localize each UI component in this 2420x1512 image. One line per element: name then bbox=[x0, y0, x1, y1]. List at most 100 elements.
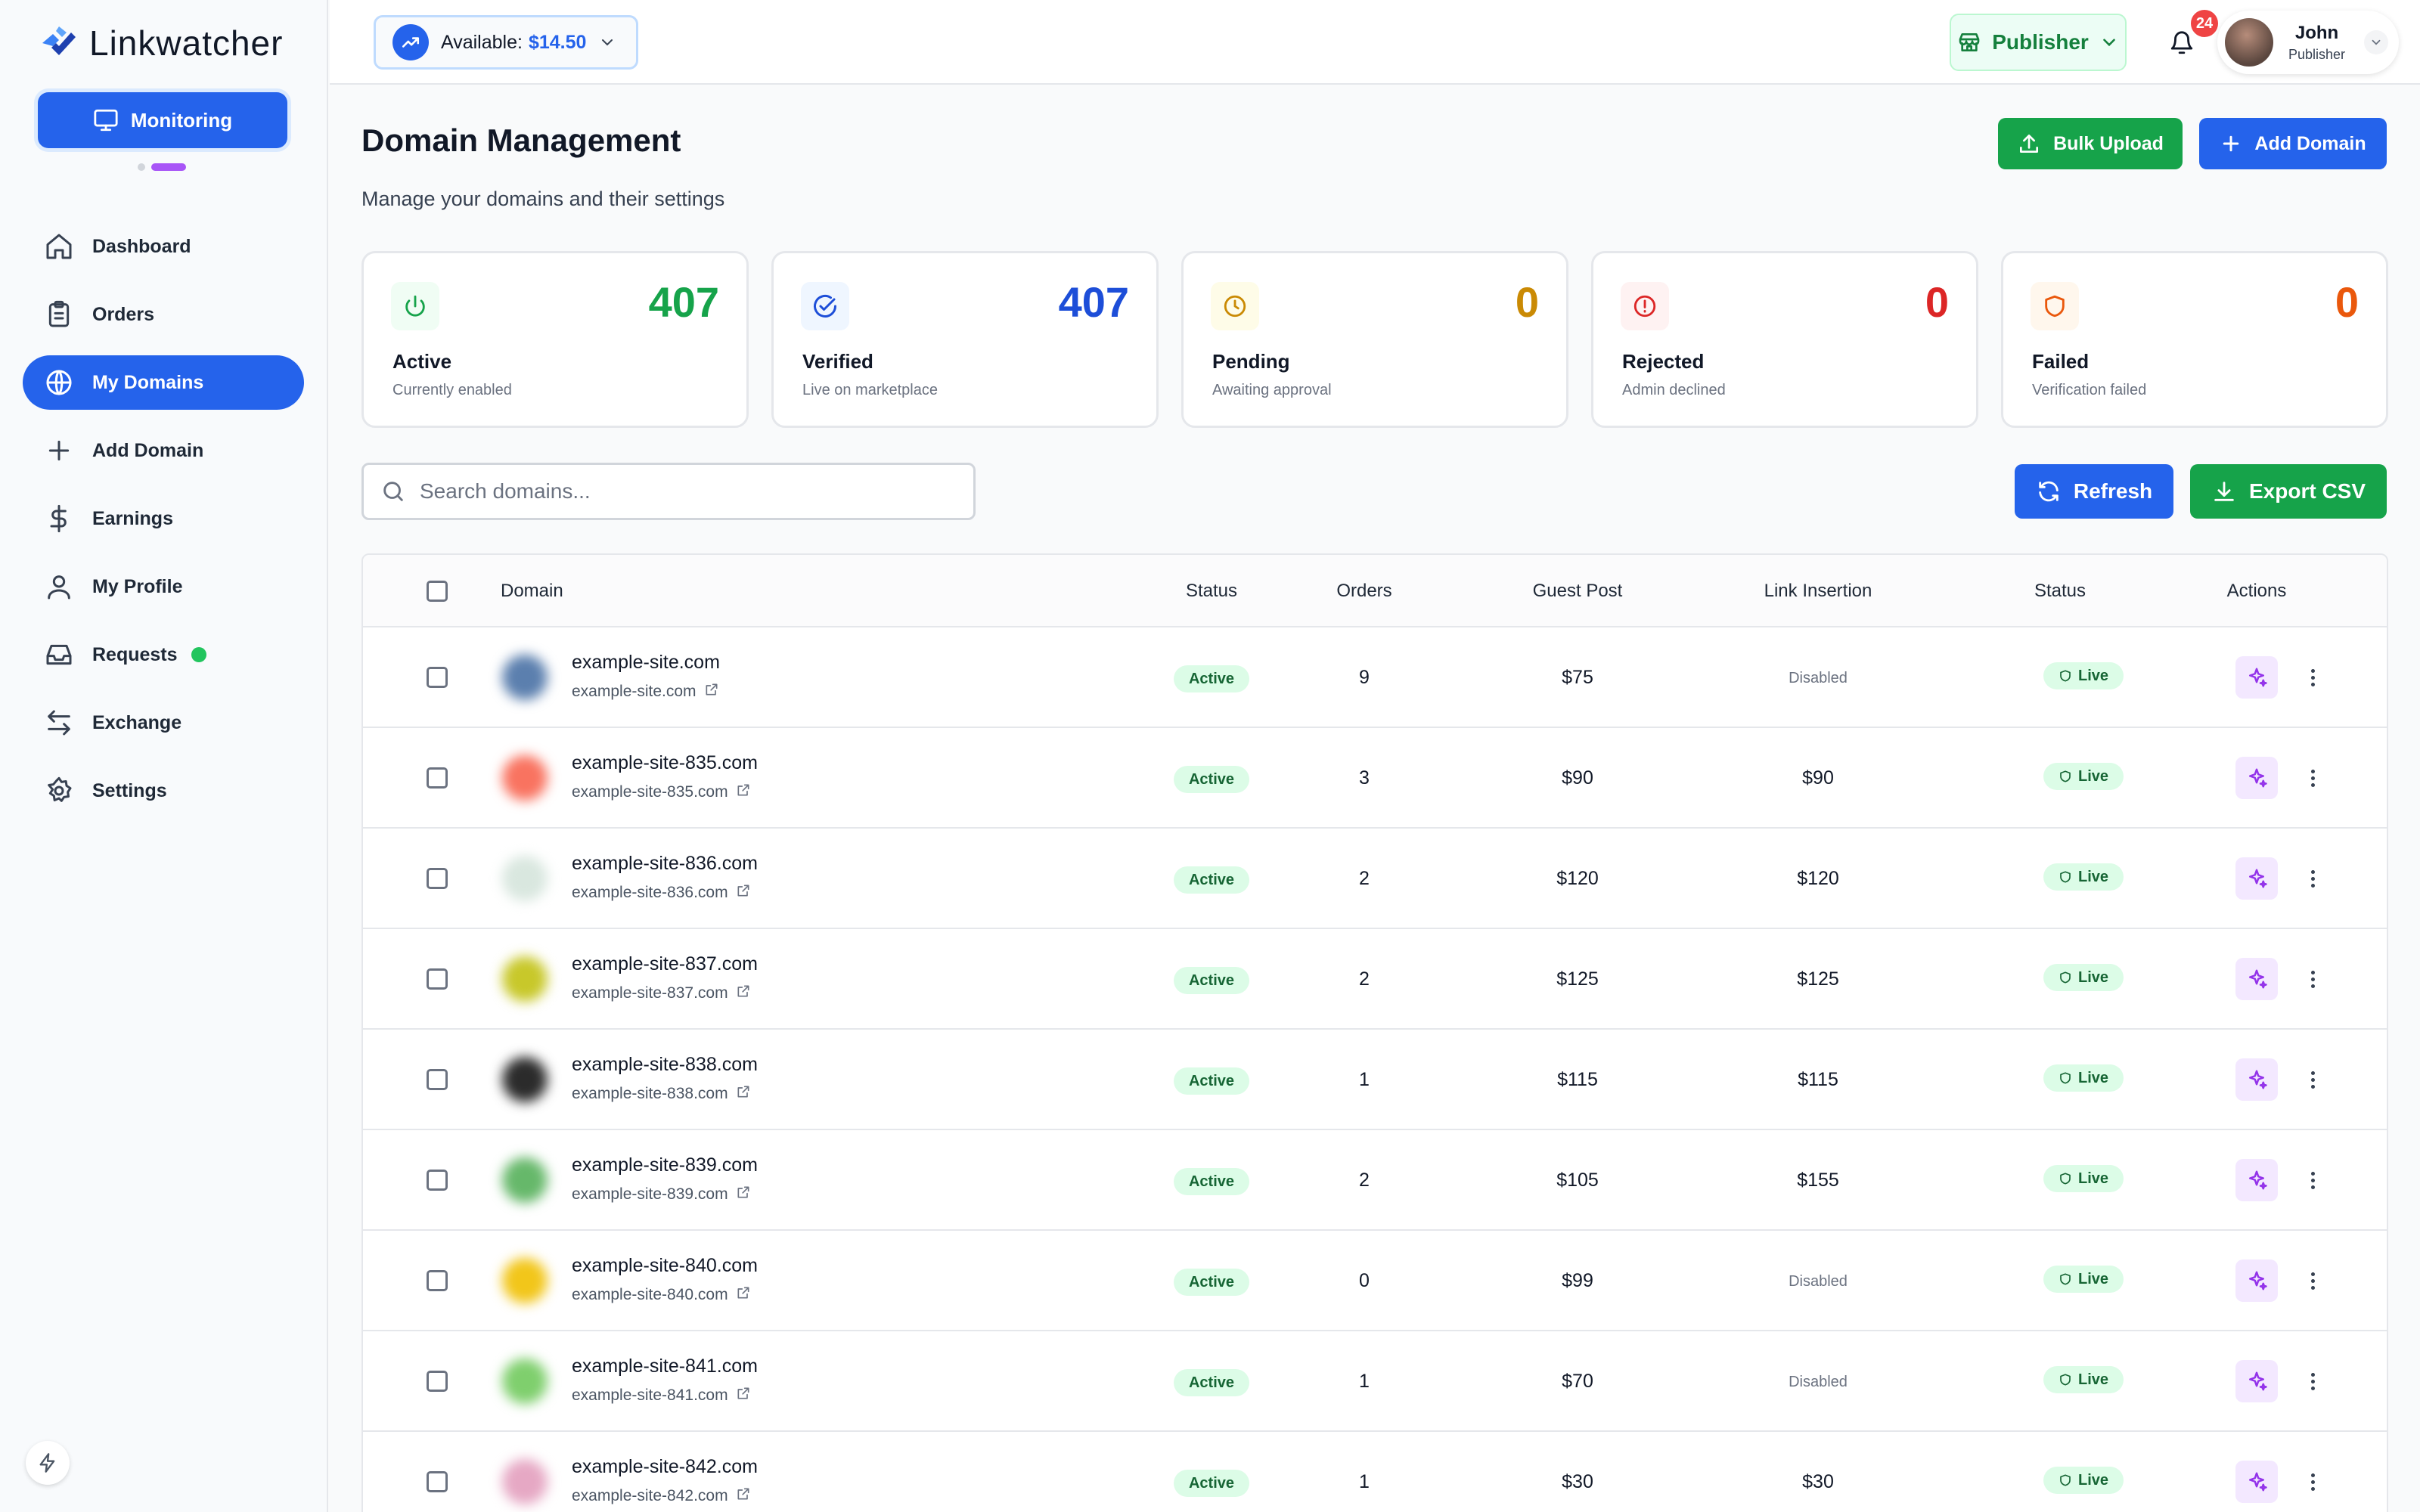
ai-action-button[interactable] bbox=[2235, 958, 2278, 1000]
ai-action-button[interactable] bbox=[2235, 656, 2278, 699]
sidebar-item-my-domains[interactable]: My Domains bbox=[23, 355, 304, 410]
row-checkbox[interactable] bbox=[427, 1371, 448, 1392]
carousel-dot-active[interactable] bbox=[151, 163, 186, 171]
row-checkbox[interactable] bbox=[427, 1270, 448, 1291]
live-badge: Live bbox=[2043, 1366, 2124, 1393]
sidebar: Linkwatcher Monitoring Dashboard Orders … bbox=[0, 0, 328, 1512]
select-all-checkbox[interactable] bbox=[427, 581, 448, 602]
domain-name[interactable]: example-site-835.com bbox=[572, 752, 758, 773]
more-options-icon[interactable] bbox=[2305, 1366, 2320, 1396]
ai-action-button[interactable] bbox=[2235, 1259, 2278, 1302]
table-row[interactable]: example-site-839.com example-site-839.com… bbox=[363, 1130, 2387, 1231]
more-options-icon[interactable] bbox=[2305, 1266, 2320, 1296]
guest-post-price: $125 bbox=[1556, 968, 1599, 990]
domain-url-link[interactable]: example-site-836.com bbox=[572, 883, 751, 903]
sidebar-item-requests[interactable]: Requests bbox=[23, 627, 304, 682]
ai-action-button[interactable] bbox=[2235, 1360, 2278, 1402]
column-header-live-status[interactable]: Status bbox=[2034, 581, 2086, 601]
ai-action-button[interactable] bbox=[2235, 857, 2278, 900]
more-options-icon[interactable] bbox=[2305, 1467, 2320, 1497]
row-checkbox[interactable] bbox=[427, 1069, 448, 1090]
domain-url: example-site-839.com bbox=[572, 1185, 728, 1203]
add-domain-button[interactable]: Add Domain bbox=[2199, 118, 2387, 169]
export-csv-button[interactable]: Export CSV bbox=[2190, 464, 2387, 519]
more-options-icon[interactable] bbox=[2305, 1165, 2320, 1195]
domain-name[interactable]: example-site-840.com bbox=[572, 1255, 758, 1276]
column-header-domain[interactable]: Domain bbox=[501, 581, 563, 601]
row-checkbox[interactable] bbox=[427, 667, 448, 688]
user-role: Publisher bbox=[2288, 46, 2346, 62]
sidebar-item-add-domain[interactable]: Add Domain bbox=[23, 423, 304, 478]
ai-action-button[interactable] bbox=[2235, 1159, 2278, 1201]
stat-card-rejected: 0 Rejected Admin declined bbox=[1591, 251, 1978, 428]
column-header-guest-post[interactable]: Guest Post bbox=[1532, 581, 1623, 601]
column-header-orders[interactable]: Orders bbox=[1336, 581, 1392, 601]
domain-name[interactable]: example-site-839.com bbox=[572, 1154, 758, 1176]
row-checkbox[interactable] bbox=[427, 1170, 448, 1191]
row-checkbox[interactable] bbox=[427, 868, 448, 889]
guest-post-price: $105 bbox=[1556, 1170, 1599, 1191]
more-options-icon[interactable] bbox=[2305, 662, 2320, 692]
search-input[interactable] bbox=[420, 479, 949, 503]
row-checkbox[interactable] bbox=[427, 968, 448, 990]
app-logo[interactable]: Linkwatcher bbox=[39, 23, 283, 64]
table-row[interactable]: example-site-838.com example-site-838.com… bbox=[363, 1030, 2387, 1130]
domain-url-link[interactable]: example-site-840.com bbox=[572, 1285, 751, 1305]
column-header-link-insertion[interactable]: Link Insertion bbox=[1764, 581, 1872, 601]
domain-name[interactable]: example-site.com bbox=[572, 652, 720, 673]
domain-name[interactable]: example-site-838.com bbox=[572, 1054, 758, 1075]
sidebar-item-settings[interactable]: Settings bbox=[23, 764, 304, 818]
ai-action-button[interactable] bbox=[2235, 1461, 2278, 1503]
search-box[interactable] bbox=[361, 463, 976, 520]
more-options-icon[interactable] bbox=[2305, 763, 2320, 793]
ai-action-button[interactable] bbox=[2235, 757, 2278, 799]
table-row[interactable]: example-site-835.com example-site-835.com… bbox=[363, 728, 2387, 829]
store-icon bbox=[1959, 33, 1980, 51]
shield-icon bbox=[2031, 282, 2079, 330]
domain-name[interactable]: example-site-841.com bbox=[572, 1356, 758, 1377]
user-menu[interactable]: John Publisher bbox=[2217, 11, 2399, 74]
table-row[interactable]: example-site.com example-site.com Active 9 $… bbox=[363, 627, 2387, 728]
table-row[interactable]: example-site-841.com example-site-841.com… bbox=[363, 1331, 2387, 1432]
ai-action-button[interactable] bbox=[2235, 1058, 2278, 1101]
sidebar-item-orders[interactable]: Orders bbox=[23, 287, 304, 342]
status-badge: Active bbox=[1174, 1369, 1249, 1396]
row-checkbox[interactable] bbox=[427, 1471, 448, 1492]
refresh-button[interactable]: Refresh bbox=[2015, 464, 2173, 519]
table-row[interactable]: example-site-836.com example-site-836.com… bbox=[363, 829, 2387, 929]
domain-favicon bbox=[502, 1359, 548, 1404]
home-icon bbox=[46, 234, 72, 259]
domain-url-link[interactable]: example-site.com bbox=[572, 682, 719, 702]
carousel-indicator bbox=[138, 163, 186, 171]
domain-url-link[interactable]: example-site-841.com bbox=[572, 1386, 751, 1405]
carousel-dot[interactable] bbox=[138, 163, 145, 171]
row-checkbox[interactable] bbox=[427, 767, 448, 789]
domain-name[interactable]: example-site-837.com bbox=[572, 953, 758, 974]
quick-action-button[interactable] bbox=[26, 1441, 70, 1485]
table-row[interactable]: example-site-840.com example-site-840.com… bbox=[363, 1231, 2387, 1331]
domain-name[interactable]: example-site-842.com bbox=[572, 1456, 758, 1477]
domain-favicon bbox=[502, 655, 548, 700]
sidebar-item-earnings[interactable]: Earnings bbox=[23, 491, 304, 546]
sidebar-item-dashboard[interactable]: Dashboard bbox=[23, 219, 304, 274]
more-options-icon[interactable] bbox=[2305, 1064, 2320, 1095]
orders-count: 3 bbox=[1359, 767, 1370, 789]
domain-url-link[interactable]: example-site-835.com bbox=[572, 782, 751, 802]
sidebar-item-exchange[interactable]: Exchange bbox=[23, 696, 304, 750]
column-header-status[interactable]: Status bbox=[1185, 581, 1238, 601]
domain-url-link[interactable]: example-site-839.com bbox=[572, 1185, 751, 1204]
more-options-icon[interactable] bbox=[2305, 964, 2320, 994]
table-row[interactable]: example-site-837.com example-site-837.com… bbox=[363, 929, 2387, 1030]
table-row[interactable]: example-site-842.com example-site-842.com… bbox=[363, 1432, 2387, 1512]
monitoring-button[interactable]: Monitoring bbox=[38, 92, 287, 148]
role-switcher-button[interactable]: Publisher bbox=[1950, 14, 2127, 71]
more-options-icon[interactable] bbox=[2305, 863, 2320, 894]
domain-url-link[interactable]: example-site-842.com bbox=[572, 1486, 751, 1506]
bulk-upload-button[interactable]: Bulk Upload bbox=[1998, 118, 2183, 169]
balance-dropdown[interactable]: Available: $14.50 bbox=[374, 15, 638, 70]
chevron-down-icon bbox=[602, 39, 613, 46]
domain-url-link[interactable]: example-site-837.com bbox=[572, 984, 751, 1003]
domain-name[interactable]: example-site-836.com bbox=[572, 853, 758, 874]
sidebar-item-my-profile[interactable]: My Profile bbox=[23, 559, 304, 614]
domain-url-link[interactable]: example-site-838.com bbox=[572, 1084, 751, 1104]
